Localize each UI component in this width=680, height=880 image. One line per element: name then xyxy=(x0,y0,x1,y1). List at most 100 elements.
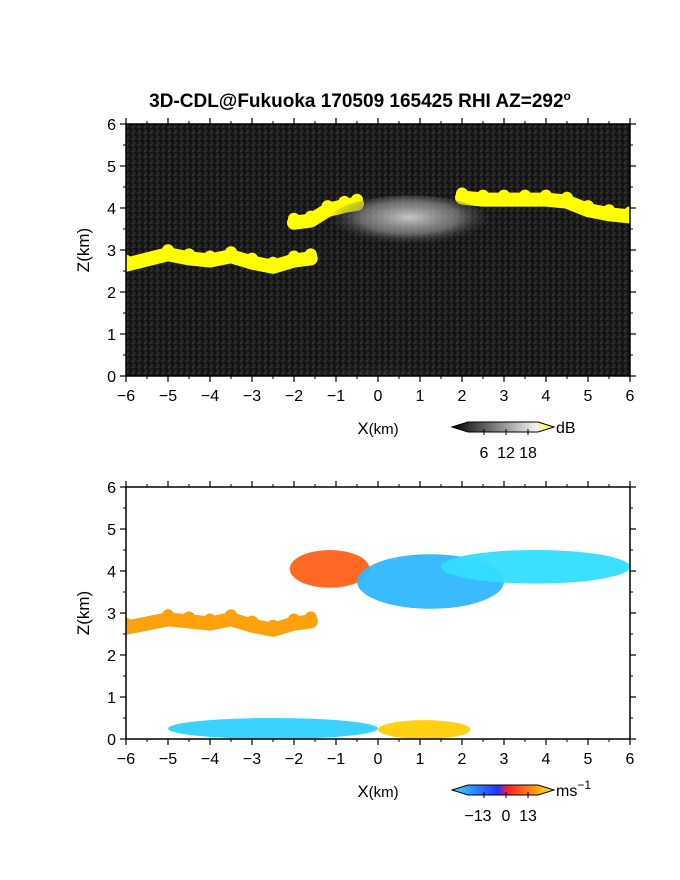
x-tick-label: 0 xyxy=(374,388,383,405)
x-tick-label: −4 xyxy=(201,751,219,768)
echo-layer-point xyxy=(304,248,317,261)
echo-layer-point xyxy=(267,619,279,632)
chart-title: 3D-CDL@Fukuoka 170509 165425 RHI AZ=292o xyxy=(149,89,571,112)
colorbar-tick-label: −13 xyxy=(464,808,491,825)
echo-layer-point xyxy=(519,189,531,202)
y-tick-label: 5 xyxy=(107,522,116,539)
velocity-xlabel: X(km) xyxy=(357,782,398,801)
echo-layer-point xyxy=(624,206,630,219)
echo-layer-point xyxy=(304,210,317,223)
echo-layer xyxy=(126,612,318,637)
y-tick-label: 6 xyxy=(107,480,116,497)
x-tick-label: −2 xyxy=(285,751,303,768)
y-tick-label: 0 xyxy=(107,732,116,749)
colorbar-tick-label: 6 xyxy=(480,445,489,462)
echo-layer-point xyxy=(456,187,468,200)
x-tick-label: 0 xyxy=(374,751,383,768)
velocity-ylabel: Z(km) xyxy=(74,591,93,635)
y-tick-label: 6 xyxy=(107,117,116,134)
echo-layer-point xyxy=(267,256,279,269)
echo-layer-point xyxy=(162,244,174,257)
cloud-echo xyxy=(327,195,492,250)
echo-layer-point xyxy=(126,254,132,267)
velocity-region xyxy=(168,718,378,739)
y-tick-label: 4 xyxy=(107,564,116,581)
velocity-axes: −6 −5 −4 −3 −2 −1 0 1 2 3 4 5 6 0 1 2 3 4 5 6 xyxy=(107,480,636,768)
ground-echo xyxy=(273,342,483,376)
echo-layer-point xyxy=(288,613,300,626)
reflectivity-features xyxy=(126,187,630,376)
velocity-colorbar-bar xyxy=(450,784,556,796)
x-tick-label: 5 xyxy=(584,751,593,768)
y-tick-label: 3 xyxy=(107,606,116,623)
colorbar-tick-label: 13 xyxy=(519,808,537,825)
reflectivity-colorbar-unit: dB xyxy=(556,420,576,437)
x-tick-label: 2 xyxy=(458,751,467,768)
x-tick-label: 3 xyxy=(500,388,509,405)
y-tick-label: 2 xyxy=(107,648,116,665)
colorbar-tick-label: 12 xyxy=(497,445,515,462)
x-tick-label: 1 xyxy=(416,388,425,405)
y-tick-label: 2 xyxy=(107,285,116,302)
echo-layer-point xyxy=(498,189,510,202)
velocity-region xyxy=(441,550,630,584)
reflectivity-xlabel: X(km) xyxy=(357,419,398,438)
echo-layer-point xyxy=(540,189,552,202)
echo-layer-point xyxy=(338,195,351,208)
echo-layer-point xyxy=(204,613,216,626)
echo-layer-point xyxy=(246,615,258,628)
x-tick-label: −5 xyxy=(159,388,177,405)
x-tick-label: −4 xyxy=(201,388,219,405)
echo-layer-point xyxy=(288,212,300,225)
x-tick-label: −1 xyxy=(327,388,345,405)
y-tick-label: 5 xyxy=(107,159,116,176)
echo-layer-point xyxy=(126,617,132,630)
velocity-colorbar-unit: ms−1 xyxy=(556,778,591,800)
x-tick-label: 6 xyxy=(626,751,635,768)
echo-layer-point xyxy=(162,609,174,622)
x-tick-label: −6 xyxy=(117,751,135,768)
x-tick-label: −6 xyxy=(117,388,135,405)
x-tick-label: 4 xyxy=(542,751,551,768)
velocity-panel: −6 −5 −4 −3 −2 −1 0 1 2 3 4 5 6 0 1 2 3 4 5 6 X(km) Z(km) m… xyxy=(74,480,636,825)
reflectivity-colorbar: dB 6 12 18 xyxy=(450,420,576,462)
colorbar-tick-label: 18 xyxy=(519,445,537,462)
colorbar-tick-label: 0 xyxy=(502,808,511,825)
x-tick-label: −5 xyxy=(159,751,177,768)
y-tick-label: 1 xyxy=(107,690,116,707)
velocity-features xyxy=(126,550,630,739)
x-tick-label: 4 xyxy=(542,388,551,405)
x-tick-label: 6 xyxy=(626,388,635,405)
x-tick-label: −3 xyxy=(243,388,261,405)
echo-layer-point xyxy=(582,200,594,213)
echo-layer-point xyxy=(561,191,573,204)
reflectivity-colorbar-bar xyxy=(450,421,556,433)
echo-layer-point xyxy=(183,611,195,624)
echo-layer-point xyxy=(477,189,489,202)
echo-layer-point xyxy=(225,246,237,259)
echo-layer-point xyxy=(225,609,237,622)
velocity-colorbar-ticks: −13 0 13 xyxy=(464,792,537,825)
y-tick-label: 0 xyxy=(107,369,116,386)
echo-layer-point xyxy=(288,250,300,263)
echo-layer-point xyxy=(183,248,195,261)
echo-layer-point xyxy=(246,252,258,265)
reflectivity-ylabel: Z(km) xyxy=(74,228,93,272)
x-tick-label: −2 xyxy=(285,388,303,405)
velocity-colorbar: ms−1 −13 0 13 xyxy=(450,778,591,825)
velocity-region xyxy=(378,720,471,739)
x-tick-label: −3 xyxy=(243,751,261,768)
y-tick-label: 4 xyxy=(107,201,116,218)
x-tick-label: 1 xyxy=(416,751,425,768)
x-tick-label: 5 xyxy=(584,388,593,405)
reflectivity-plot-area xyxy=(126,124,630,376)
y-tick-label: 1 xyxy=(107,327,116,344)
echo-layer-point xyxy=(204,250,216,263)
reflectivity-axes: −6 −5 −4 −3 −2 −1 0 1 2 3 4 5 6 0 1 2 3 4 5 6 xyxy=(107,117,636,405)
echo-layer-point xyxy=(603,204,615,217)
x-tick-label: −1 xyxy=(327,751,345,768)
velocity-plot-area xyxy=(126,487,630,739)
reflectivity-colorbar-ticks: 6 12 18 xyxy=(480,429,537,462)
